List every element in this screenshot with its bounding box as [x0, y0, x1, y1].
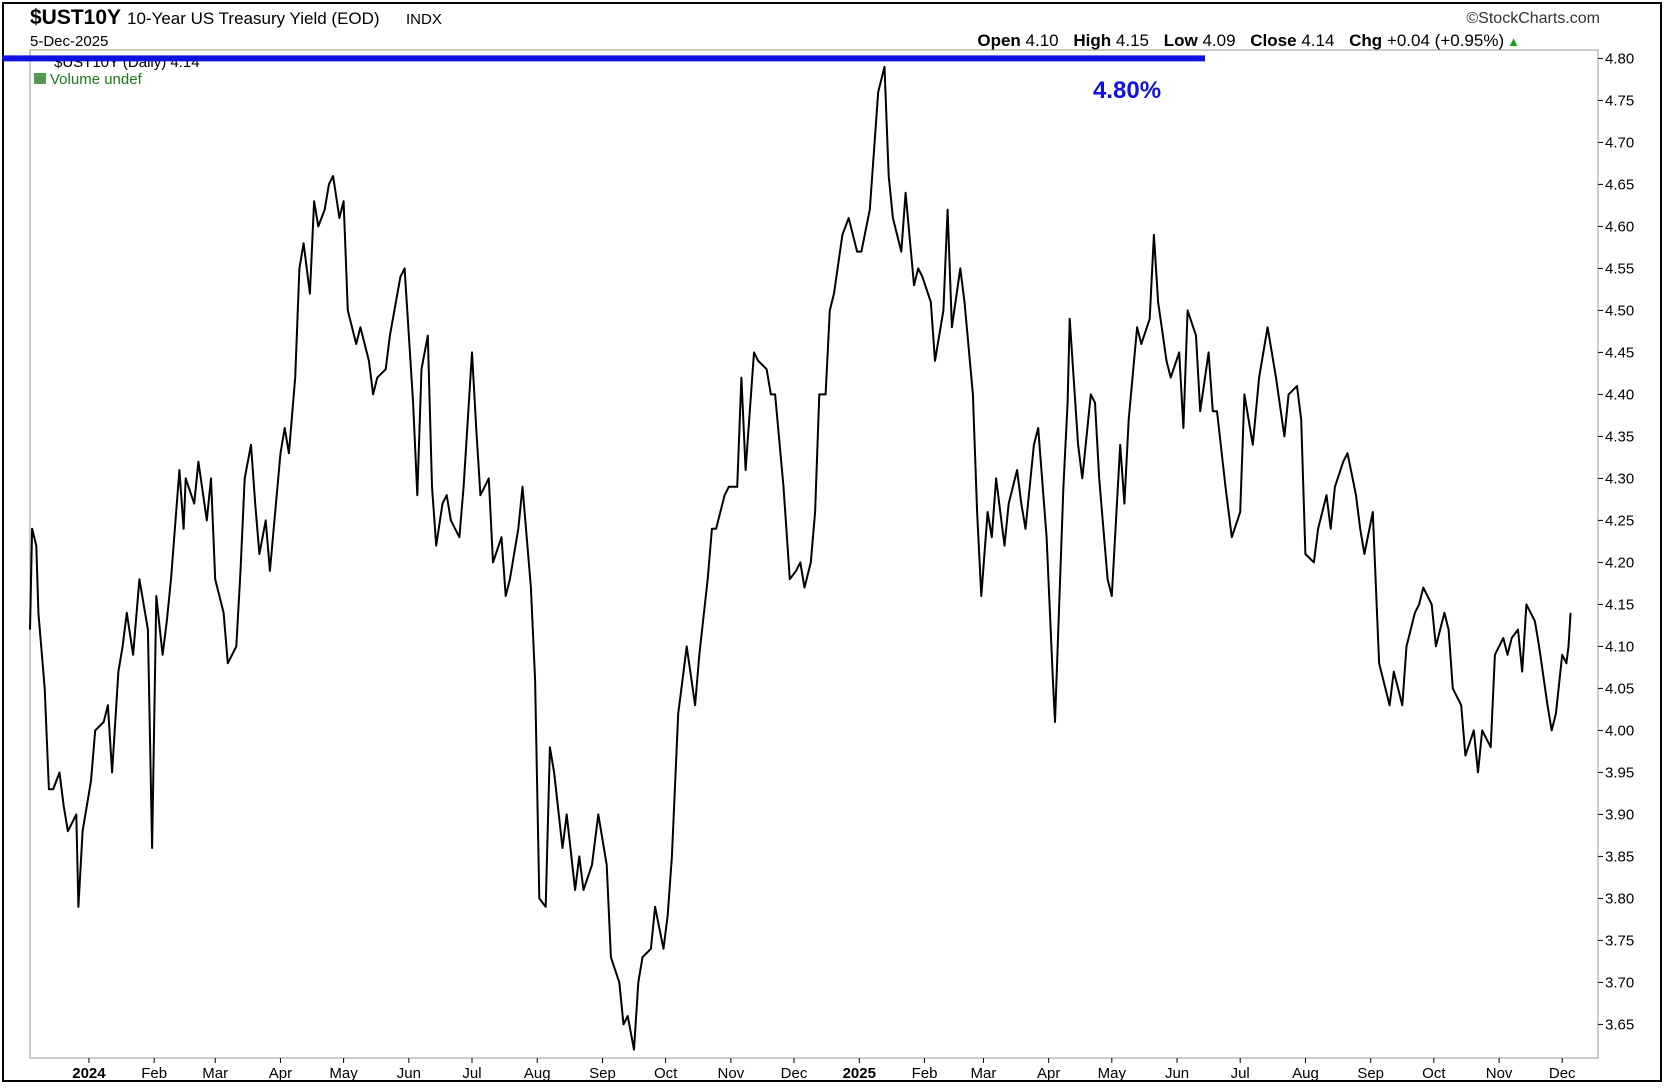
x-tick-label: Mar — [971, 1065, 997, 1082]
low-value: 4.09 — [1202, 31, 1236, 50]
x-tick-label: Apr — [1037, 1065, 1060, 1082]
x-tick-label: Jul — [462, 1065, 481, 1082]
chg-label: Chg — [1349, 31, 1383, 50]
y-tick-label: 4.00 — [1605, 722, 1634, 739]
volume-label: Volume undef — [50, 71, 143, 88]
up-arrow-icon: ▲ — [1507, 34, 1520, 49]
chg-value: +0.04 (+0.95%) — [1386, 31, 1505, 50]
y-tick-label: 4.20 — [1605, 554, 1634, 571]
y-tick-label: 4.80 — [1605, 50, 1634, 67]
close-value: 4.14 — [1301, 31, 1335, 50]
close-label: Close — [1250, 31, 1297, 50]
x-tick-label: Jun — [397, 1065, 421, 1082]
x-tick-label: Dec — [781, 1065, 808, 1082]
x-tick-label: Oct — [654, 1065, 678, 1082]
y-tick-label: 4.70 — [1605, 134, 1634, 151]
y-tick-label: 4.75 — [1605, 92, 1634, 109]
open-value: 4.10 — [1025, 31, 1059, 50]
y-tick-label: 4.25 — [1605, 512, 1634, 529]
y-tick-label: 3.95 — [1605, 764, 1634, 781]
x-tick-label: Nov — [718, 1065, 745, 1082]
x-tick-label: Feb — [141, 1065, 167, 1082]
symbol-label: $UST10Y — [30, 6, 122, 29]
y-tick-label: 3.90 — [1605, 806, 1634, 823]
x-tick-label: 2025 — [843, 1065, 876, 1082]
chart-title: 10-Year US Treasury Yield (EOD) — [127, 9, 380, 28]
y-tick-label: 4.50 — [1605, 302, 1634, 319]
y-tick-label: 4.60 — [1605, 218, 1634, 235]
x-tick-label: Feb — [912, 1065, 938, 1082]
chart-date: 5-Dec-2025 — [30, 33, 109, 50]
x-tick-label: Aug — [1292, 1065, 1319, 1082]
low-label: Low — [1163, 31, 1198, 50]
y-tick-label: 3.80 — [1605, 890, 1634, 907]
y-tick-label: 4.05 — [1605, 680, 1634, 697]
y-tick-label: 3.85 — [1605, 848, 1634, 865]
x-tick-label: Apr — [269, 1065, 292, 1082]
open-label: Open — [977, 31, 1021, 50]
x-tick-label: Aug — [524, 1065, 551, 1082]
x-tick-label: Mar — [202, 1065, 228, 1082]
x-tick-label: May — [1098, 1065, 1127, 1082]
ohlc-readout: Open 4.10 High 4.15 Low 4.09 Close 4.14 … — [977, 31, 1520, 51]
y-tick-label: 4.15 — [1605, 596, 1634, 613]
exchange-label: INDX — [406, 11, 442, 28]
high-value: 4.15 — [1115, 31, 1149, 50]
x-tick-label: Nov — [1486, 1065, 1513, 1082]
plot-area-border — [29, 49, 1599, 1059]
x-tick-label: Sep — [589, 1065, 616, 1082]
annotation-label: 4.80% — [1093, 77, 1161, 104]
x-tick-label: Jun — [1165, 1065, 1189, 1082]
brand-label[interactable]: ©StockCharts.com — [1466, 10, 1600, 27]
x-tick-label: May — [329, 1065, 358, 1082]
x-tick-label: Oct — [1422, 1065, 1446, 1082]
y-tick-label: 3.75 — [1605, 932, 1634, 949]
y-tick-label: 4.35 — [1605, 428, 1634, 445]
y-tick-label: 4.10 — [1605, 638, 1634, 655]
y-tick-label: 4.45 — [1605, 344, 1634, 361]
yield-line — [29, 65, 1572, 1051]
high-label: High — [1073, 31, 1112, 50]
x-tick-label: Jul — [1231, 1065, 1250, 1082]
x-tick-label: 2024 — [72, 1065, 106, 1082]
y-tick-label: 3.65 — [1605, 1016, 1634, 1033]
x-tick-label: Sep — [1357, 1065, 1384, 1082]
volume-icon — [34, 73, 46, 84]
x-tick-label: Dec — [1549, 1065, 1576, 1082]
y-tick-label: 4.55 — [1605, 260, 1634, 277]
y-tick-label: 4.40 — [1605, 386, 1634, 403]
y-tick-label: 4.65 — [1605, 176, 1634, 193]
y-tick-label: 3.70 — [1605, 974, 1634, 991]
y-tick-label: 4.30 — [1605, 470, 1634, 487]
